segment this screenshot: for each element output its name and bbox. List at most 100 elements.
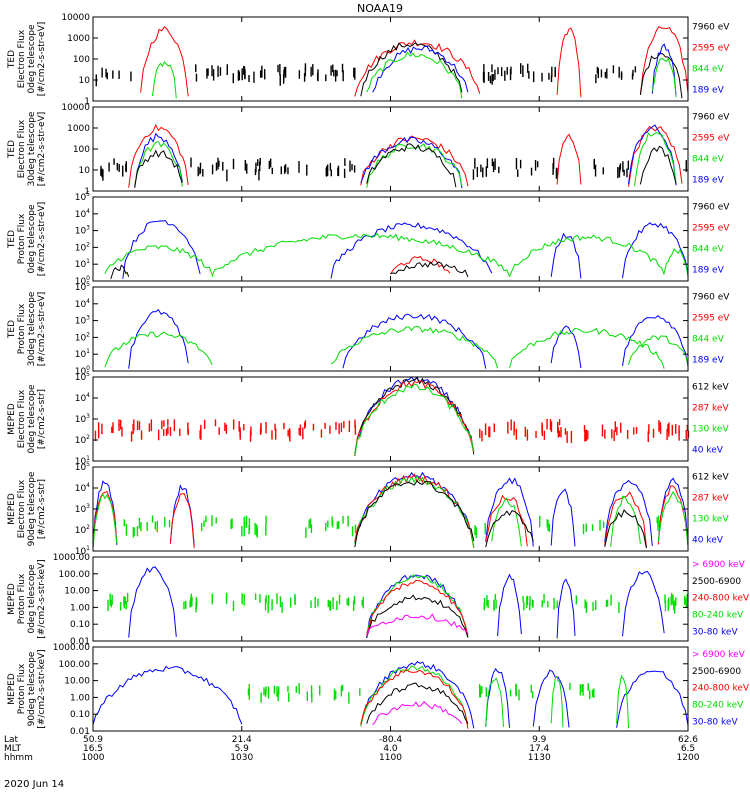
noise-point bbox=[312, 64, 314, 76]
noise-point bbox=[284, 66, 287, 78]
noise-point bbox=[351, 526, 354, 537]
noise-point bbox=[344, 158, 346, 166]
noise-point bbox=[482, 167, 484, 178]
series-line bbox=[122, 219, 201, 279]
noise-point bbox=[326, 164, 329, 176]
ytick-label: 105 bbox=[75, 461, 90, 473]
noise-point bbox=[271, 599, 273, 611]
series-line bbox=[104, 245, 213, 275]
noise-point bbox=[522, 595, 524, 603]
noise-point bbox=[543, 593, 545, 604]
series-line bbox=[92, 665, 243, 725]
noise-point bbox=[647, 431, 649, 443]
noise-point bbox=[564, 428, 567, 435]
noise-point bbox=[248, 525, 250, 535]
series-line bbox=[485, 667, 510, 728]
noise-point bbox=[319, 685, 321, 696]
series-line bbox=[556, 578, 576, 639]
legend-entry: 2500-6900 bbox=[692, 667, 741, 677]
noise-point bbox=[248, 518, 251, 531]
noise-point bbox=[231, 518, 233, 529]
noise-point bbox=[183, 601, 185, 610]
noise-point bbox=[268, 595, 270, 605]
panel-legend: 612 keV 287 keV 130 keV 40 keV bbox=[692, 383, 729, 456]
noise-point bbox=[581, 684, 583, 692]
noise-point bbox=[627, 160, 630, 170]
noise-point bbox=[631, 73, 634, 80]
time-tick-label: 21.4 bbox=[232, 735, 252, 745]
noise-point bbox=[239, 427, 241, 437]
noise-point bbox=[549, 419, 552, 431]
noise-point bbox=[275, 428, 277, 440]
ytick-label: 1.00 bbox=[70, 693, 90, 703]
noise-point bbox=[684, 595, 686, 605]
noise-point bbox=[310, 685, 313, 698]
ytick-label: 10000 bbox=[61, 13, 90, 23]
series-line bbox=[354, 473, 475, 548]
noise-point bbox=[277, 686, 280, 695]
legend-entry: 189 eV bbox=[692, 266, 725, 276]
panel-4: TED Proton Flux 30deg telescope [#/cm2-s-st… bbox=[7, 281, 730, 377]
noise-point bbox=[555, 168, 558, 179]
series-line bbox=[169, 493, 195, 549]
noise-point bbox=[283, 69, 285, 79]
noise-point bbox=[113, 158, 115, 165]
series-line bbox=[616, 670, 689, 728]
noise-point bbox=[341, 684, 344, 691]
ylabel-line: MEPED bbox=[7, 583, 17, 615]
ylabel-line: [#/cm2-s-str] bbox=[37, 389, 47, 449]
ytick-label: 100 bbox=[75, 275, 90, 287]
panel-ylabel: MEPED Electron Flux 90deg telescope [#/cm2-… bbox=[7, 471, 47, 546]
series-line bbox=[330, 222, 493, 279]
series-black bbox=[134, 143, 677, 188]
panel-ylabel: TED Proton Flux 30deg telescope [#/cm2-s-st… bbox=[7, 291, 47, 366]
ytick-label: 10 bbox=[79, 76, 91, 86]
noise-point bbox=[123, 519, 125, 527]
ytick-label: 1 bbox=[84, 187, 90, 197]
ytick-label: 1000 bbox=[67, 34, 90, 44]
noise-point bbox=[169, 426, 172, 436]
noise-point bbox=[259, 157, 261, 165]
noise-point bbox=[515, 158, 518, 170]
noise-point bbox=[548, 72, 550, 80]
noise-point bbox=[509, 689, 512, 697]
noise-point bbox=[281, 601, 283, 613]
noise-point bbox=[327, 520, 329, 528]
noise-point bbox=[566, 431, 568, 443]
noise-point bbox=[190, 593, 192, 601]
series-line bbox=[550, 325, 582, 369]
legend-entry: 130 keV bbox=[692, 515, 729, 525]
noise-point bbox=[306, 164, 308, 176]
noise-point bbox=[671, 424, 673, 436]
series-line bbox=[354, 471, 475, 548]
noise-point bbox=[479, 428, 481, 438]
noise-point bbox=[207, 68, 209, 76]
noise-point bbox=[551, 66, 553, 77]
noise-point bbox=[125, 523, 128, 536]
noise-point bbox=[517, 169, 519, 177]
ytick-label: 100 bbox=[73, 145, 90, 155]
noise-point bbox=[195, 73, 198, 82]
noise-point bbox=[325, 74, 327, 82]
panel-ylabel: TED Electron Flux 30deg telescope [#/cm2-s-… bbox=[7, 111, 47, 186]
panels: TED Electron Flux 0deg telescope [#/cm2-s-s… bbox=[7, 13, 750, 737]
noise-point bbox=[329, 600, 332, 611]
ytick-label: 105 bbox=[75, 371, 90, 383]
legend-entry: 612 keV bbox=[692, 473, 729, 483]
noise-point bbox=[309, 518, 312, 528]
ytick-label: 0.10 bbox=[70, 710, 90, 720]
series-line bbox=[92, 490, 118, 549]
noise-point bbox=[585, 523, 587, 532]
noise-point bbox=[673, 599, 675, 611]
legend-entry: 612 keV bbox=[692, 383, 729, 393]
time-tick-label: 62.6 bbox=[678, 735, 698, 745]
series-line bbox=[628, 124, 677, 186]
noise-point bbox=[332, 64, 334, 73]
noise-point bbox=[667, 424, 669, 433]
series-red bbox=[366, 579, 469, 636]
noise-point bbox=[259, 594, 261, 603]
noise-point bbox=[531, 691, 534, 699]
noise-point bbox=[151, 515, 154, 523]
series-green bbox=[354, 383, 475, 456]
noise-point bbox=[486, 595, 488, 606]
